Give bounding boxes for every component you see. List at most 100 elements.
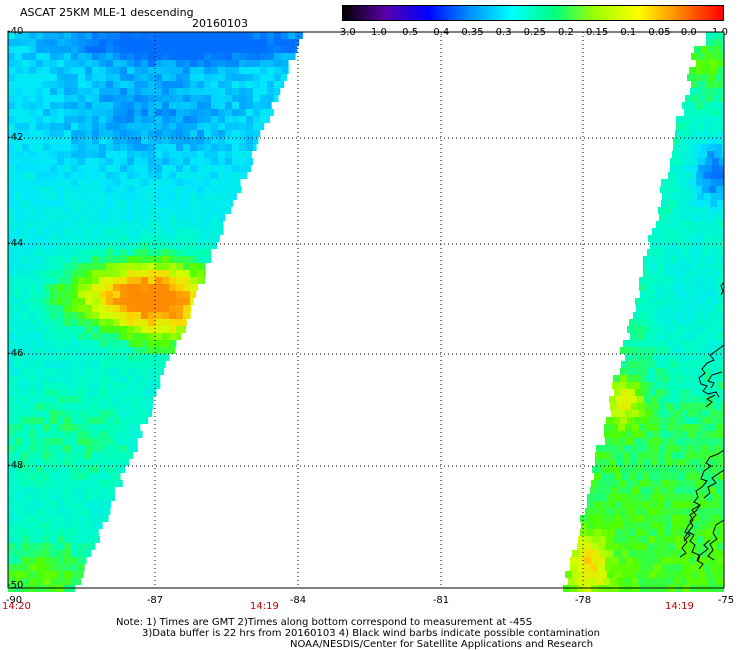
wind-cell — [663, 298, 670, 305]
wind-cell — [717, 179, 724, 186]
wind-cell — [183, 102, 190, 109]
wind-cell — [685, 501, 692, 508]
wind-cell — [691, 298, 698, 305]
wind-cell — [211, 88, 218, 95]
wind-cell — [686, 151, 693, 158]
wind-cell — [148, 172, 155, 179]
wind-cell — [670, 221, 677, 228]
wind-cell — [668, 249, 675, 256]
wind-cell — [609, 459, 616, 466]
wind-cell — [141, 116, 148, 123]
wind-cell — [225, 109, 232, 116]
wind-cell — [700, 522, 707, 529]
wind-cell — [29, 172, 36, 179]
wind-cell — [714, 207, 721, 214]
wind-cell — [155, 53, 162, 60]
wind-cell — [64, 151, 71, 158]
wind-cell — [113, 144, 120, 151]
wind-cell — [643, 305, 650, 312]
wind-cell — [683, 466, 690, 473]
wind-cell — [627, 466, 634, 473]
wind-cell — [711, 417, 718, 424]
wind-cell — [620, 347, 627, 354]
wind-cell — [29, 368, 36, 375]
wind-cell — [15, 242, 22, 249]
wind-cell — [183, 277, 190, 284]
wind-cell — [29, 571, 36, 578]
wind-cell — [43, 228, 50, 235]
wind-cell — [106, 389, 113, 396]
wind-cell — [64, 102, 71, 109]
wind-cell — [691, 158, 698, 165]
wind-cell — [71, 543, 78, 550]
wind-cell — [613, 508, 620, 515]
wind-cell — [8, 571, 15, 578]
lon-label-75: -75 — [717, 595, 735, 606]
wind-cell — [15, 95, 22, 102]
wind-cell — [626, 382, 633, 389]
wind-cell — [684, 165, 691, 172]
wind-cell — [642, 571, 649, 578]
wind-cell — [106, 46, 113, 53]
wind-cell — [588, 522, 595, 529]
wind-cell — [15, 88, 22, 95]
wind-cell — [634, 326, 641, 333]
wind-cell — [604, 431, 611, 438]
wind-cell — [134, 333, 141, 340]
wind-cell — [711, 347, 718, 354]
wind-cell — [85, 424, 92, 431]
wind-cell — [8, 298, 15, 305]
wind-cell — [225, 144, 232, 151]
wind-cell — [162, 263, 169, 270]
wind-cell — [43, 571, 50, 578]
wind-cell — [267, 116, 271, 123]
wind-cell — [15, 144, 22, 151]
left-swath — [8, 32, 303, 592]
wind-cell — [50, 53, 57, 60]
wind-cell — [232, 179, 239, 186]
wind-cell — [113, 459, 120, 466]
wind-cell — [99, 452, 106, 459]
wind-cell — [8, 312, 15, 319]
wind-cell — [57, 186, 64, 193]
wind-cell — [85, 130, 92, 137]
wind-cell — [64, 564, 71, 571]
wind-cell — [99, 277, 106, 284]
wind-cell — [162, 249, 169, 256]
wind-cell — [169, 158, 176, 165]
wind-cell — [36, 312, 43, 319]
lat-label-50: -50 — [7, 580, 24, 591]
wind-cell — [22, 347, 29, 354]
wind-cell — [8, 305, 15, 312]
wind-cell — [71, 74, 78, 81]
wind-cell — [685, 256, 692, 263]
wind-cell — [650, 242, 657, 249]
wind-cell — [281, 53, 288, 60]
wind-cell — [50, 67, 57, 74]
wind-cell — [183, 88, 190, 95]
wind-cell — [647, 543, 654, 550]
wind-cell — [85, 543, 92, 550]
wind-cell — [8, 333, 15, 340]
wind-cell — [716, 410, 723, 417]
wind-cell — [120, 137, 127, 144]
wind-cell — [106, 228, 113, 235]
wind-cell — [169, 298, 176, 305]
wind-cell — [204, 214, 211, 221]
wind-cell — [572, 571, 579, 578]
wind-cell — [183, 116, 190, 123]
wind-cell — [239, 46, 246, 53]
wind-cell — [169, 60, 176, 67]
wind-cell — [720, 32, 724, 39]
wind-cell — [616, 459, 623, 466]
wind-cell — [71, 228, 78, 235]
wind-cell — [120, 410, 127, 417]
wind-cell — [594, 515, 601, 522]
wind-cell — [50, 529, 57, 536]
wind-cell — [637, 522, 644, 529]
wind-cell — [106, 466, 113, 473]
wind-cell — [692, 515, 699, 522]
wind-cell — [22, 263, 29, 270]
wind-cell — [64, 109, 71, 116]
wind-cell — [127, 298, 134, 305]
